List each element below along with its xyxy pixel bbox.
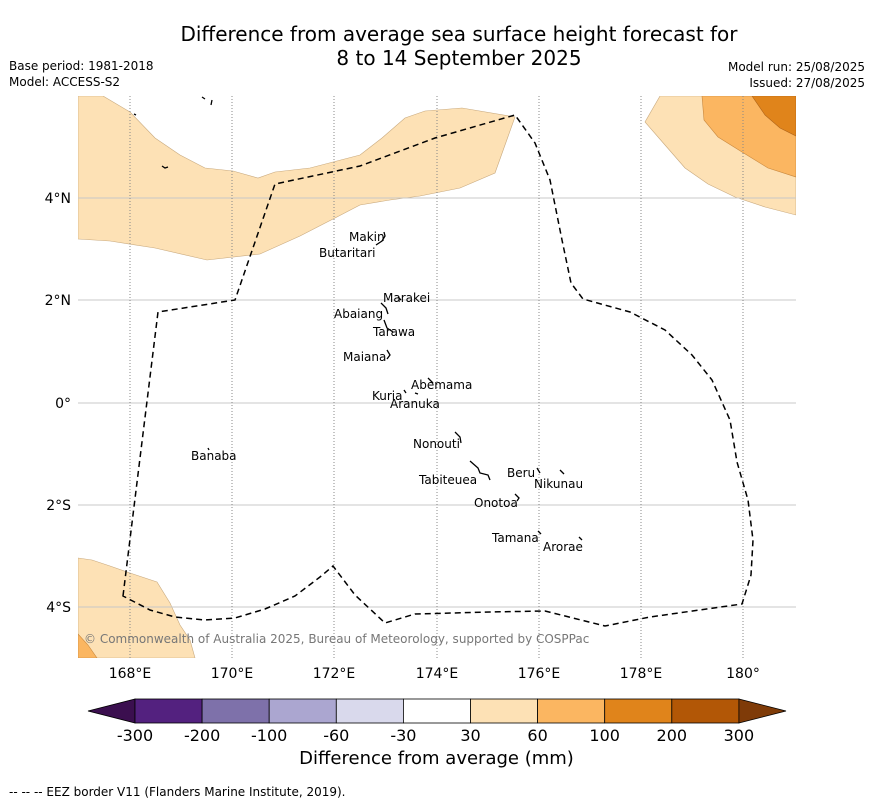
y-tick-label: 4°S	[46, 600, 71, 616]
x-tick-label: 174°E	[416, 666, 459, 682]
island-shape	[454, 431, 462, 444]
island-label: Maiana	[343, 350, 386, 364]
issued-date: Issued: 27/08/2025	[749, 76, 865, 90]
shading-layer	[78, 96, 796, 658]
island-shape	[397, 296, 402, 301]
island-shape	[578, 536, 583, 541]
colorbar-tick-label: -100	[251, 726, 287, 745]
island-label: Tamana	[491, 531, 539, 545]
y-tick-label: 2°N	[45, 293, 71, 309]
island-label: Tabiteuea	[418, 473, 477, 487]
island-shapes	[133, 96, 583, 541]
colorbar-extend-min	[87, 698, 136, 724]
island-label: Onotoa	[474, 496, 518, 510]
colorbar-tick-label: -300	[117, 726, 153, 745]
x-tick-label: 170°E	[211, 666, 254, 682]
footer-note: -- -- -- EEZ border V11 (Flanders Marine…	[9, 785, 346, 799]
island-label: Aranuka	[390, 397, 440, 411]
colorbar-segment	[671, 698, 740, 724]
island-shape	[427, 377, 434, 384]
island-shape	[559, 469, 565, 475]
island-label: Arorae	[543, 540, 583, 554]
island-shape	[514, 493, 520, 502]
island-labels: Makin Butaritari Marakei Abaiang Tarawa …	[191, 230, 583, 554]
island-label: Tarawa	[372, 325, 415, 339]
colorbar-tick-label: -200	[184, 726, 220, 745]
island-shape	[375, 231, 386, 246]
island-label: Banaba	[191, 449, 237, 463]
base-period: Base period: 1981-2018	[9, 59, 154, 73]
island-shape	[161, 165, 169, 169]
anomaly-region-north	[78, 96, 516, 261]
island-shape	[386, 349, 391, 360]
map-canvas: Makin Butaritari Marakei Abaiang Tarawa …	[45, 96, 796, 682]
eez-border	[122, 114, 754, 627]
map-title: Difference from average sea surface heig…	[0, 22, 873, 70]
x-tick-labels: 168°E 170°E 172°E 174°E 176°E 178°E 180°	[109, 666, 760, 682]
island-shape	[536, 467, 541, 474]
island-shape	[133, 113, 137, 116]
island-shape	[380, 302, 389, 315]
island-label: Kuria	[372, 389, 403, 403]
colorbar-segment	[268, 698, 337, 724]
meta-right: Model run: 25/08/2025 Issued: 27/08/2025	[728, 59, 865, 91]
island-shape	[469, 460, 491, 481]
y-tick-labels: 4°N 2°N 0° 2°S 4°S	[45, 191, 72, 616]
colorbar-segment	[470, 698, 538, 724]
colorbar-tick-label: 100	[589, 726, 620, 745]
meta-left: Base period: 1981-2018 Model: ACCESS-S2	[9, 58, 154, 90]
colorbar-tick-label: -60	[323, 726, 349, 745]
island-label: Butaritari	[319, 246, 376, 260]
x-tick-label: 172°E	[313, 666, 356, 682]
colorbar-segment	[134, 698, 203, 724]
colorbar-segment	[537, 698, 606, 724]
colorbar-labels: -300 -200 -100 -60 -30 30 60 100 200 300	[117, 726, 754, 745]
colorbar-tick-label: 300	[724, 726, 755, 745]
colorbar-tick-label: 30	[460, 726, 480, 745]
x-tick-label: 180°	[726, 666, 760, 682]
anomaly-region-southwest-60	[78, 633, 98, 658]
colorbar-tick-label: 200	[657, 726, 688, 745]
meridians	[129, 96, 744, 658]
colorbar-segment	[201, 698, 270, 724]
y-tick-label: 4°N	[45, 191, 71, 207]
title-line-1: Difference from average sea surface heig…	[180, 22, 738, 46]
colorbar-segment	[604, 698, 673, 724]
island-label: Abemama	[411, 378, 472, 392]
island-shape	[403, 389, 419, 395]
island-shape	[201, 96, 213, 106]
island-label: Nikunau	[534, 477, 583, 491]
copyright-note: © Commonwealth of Australia 2025, Bureau…	[84, 632, 590, 646]
anomaly-region-southwest	[78, 557, 196, 658]
y-tick-label: 0°	[55, 396, 71, 412]
island-shape	[207, 447, 210, 451]
colorbar-extend-max	[738, 698, 787, 724]
colorbar-tick-label: 60	[527, 726, 547, 745]
colorbar-segments	[87, 698, 787, 724]
island-label: Makin	[349, 230, 385, 244]
x-tick-label: 176°E	[518, 666, 561, 682]
island-label: Marakei	[383, 291, 430, 305]
colorbar-title: Difference from average (mm)	[299, 748, 574, 769]
anomaly-region-northeast-100	[751, 96, 796, 137]
y-tick-label: 2°S	[46, 498, 71, 514]
colorbar-segment	[402, 698, 471, 724]
colorbar-tick-label: -30	[390, 726, 416, 745]
model-name: Model: ACCESS-S2	[9, 75, 121, 89]
x-tick-label: 178°E	[620, 666, 663, 682]
island-shape	[383, 319, 394, 333]
model-run: Model run: 25/08/2025	[727, 60, 865, 74]
colorbar-segment	[335, 698, 404, 724]
island-label: Abaiang	[334, 307, 383, 321]
title-line-2: 8 to 14 September 2025	[336, 46, 582, 70]
x-tick-label: 168°E	[109, 666, 152, 682]
island-label: Beru	[507, 466, 535, 480]
island-shape	[537, 530, 542, 535]
island-label: Nonouti	[413, 437, 460, 451]
